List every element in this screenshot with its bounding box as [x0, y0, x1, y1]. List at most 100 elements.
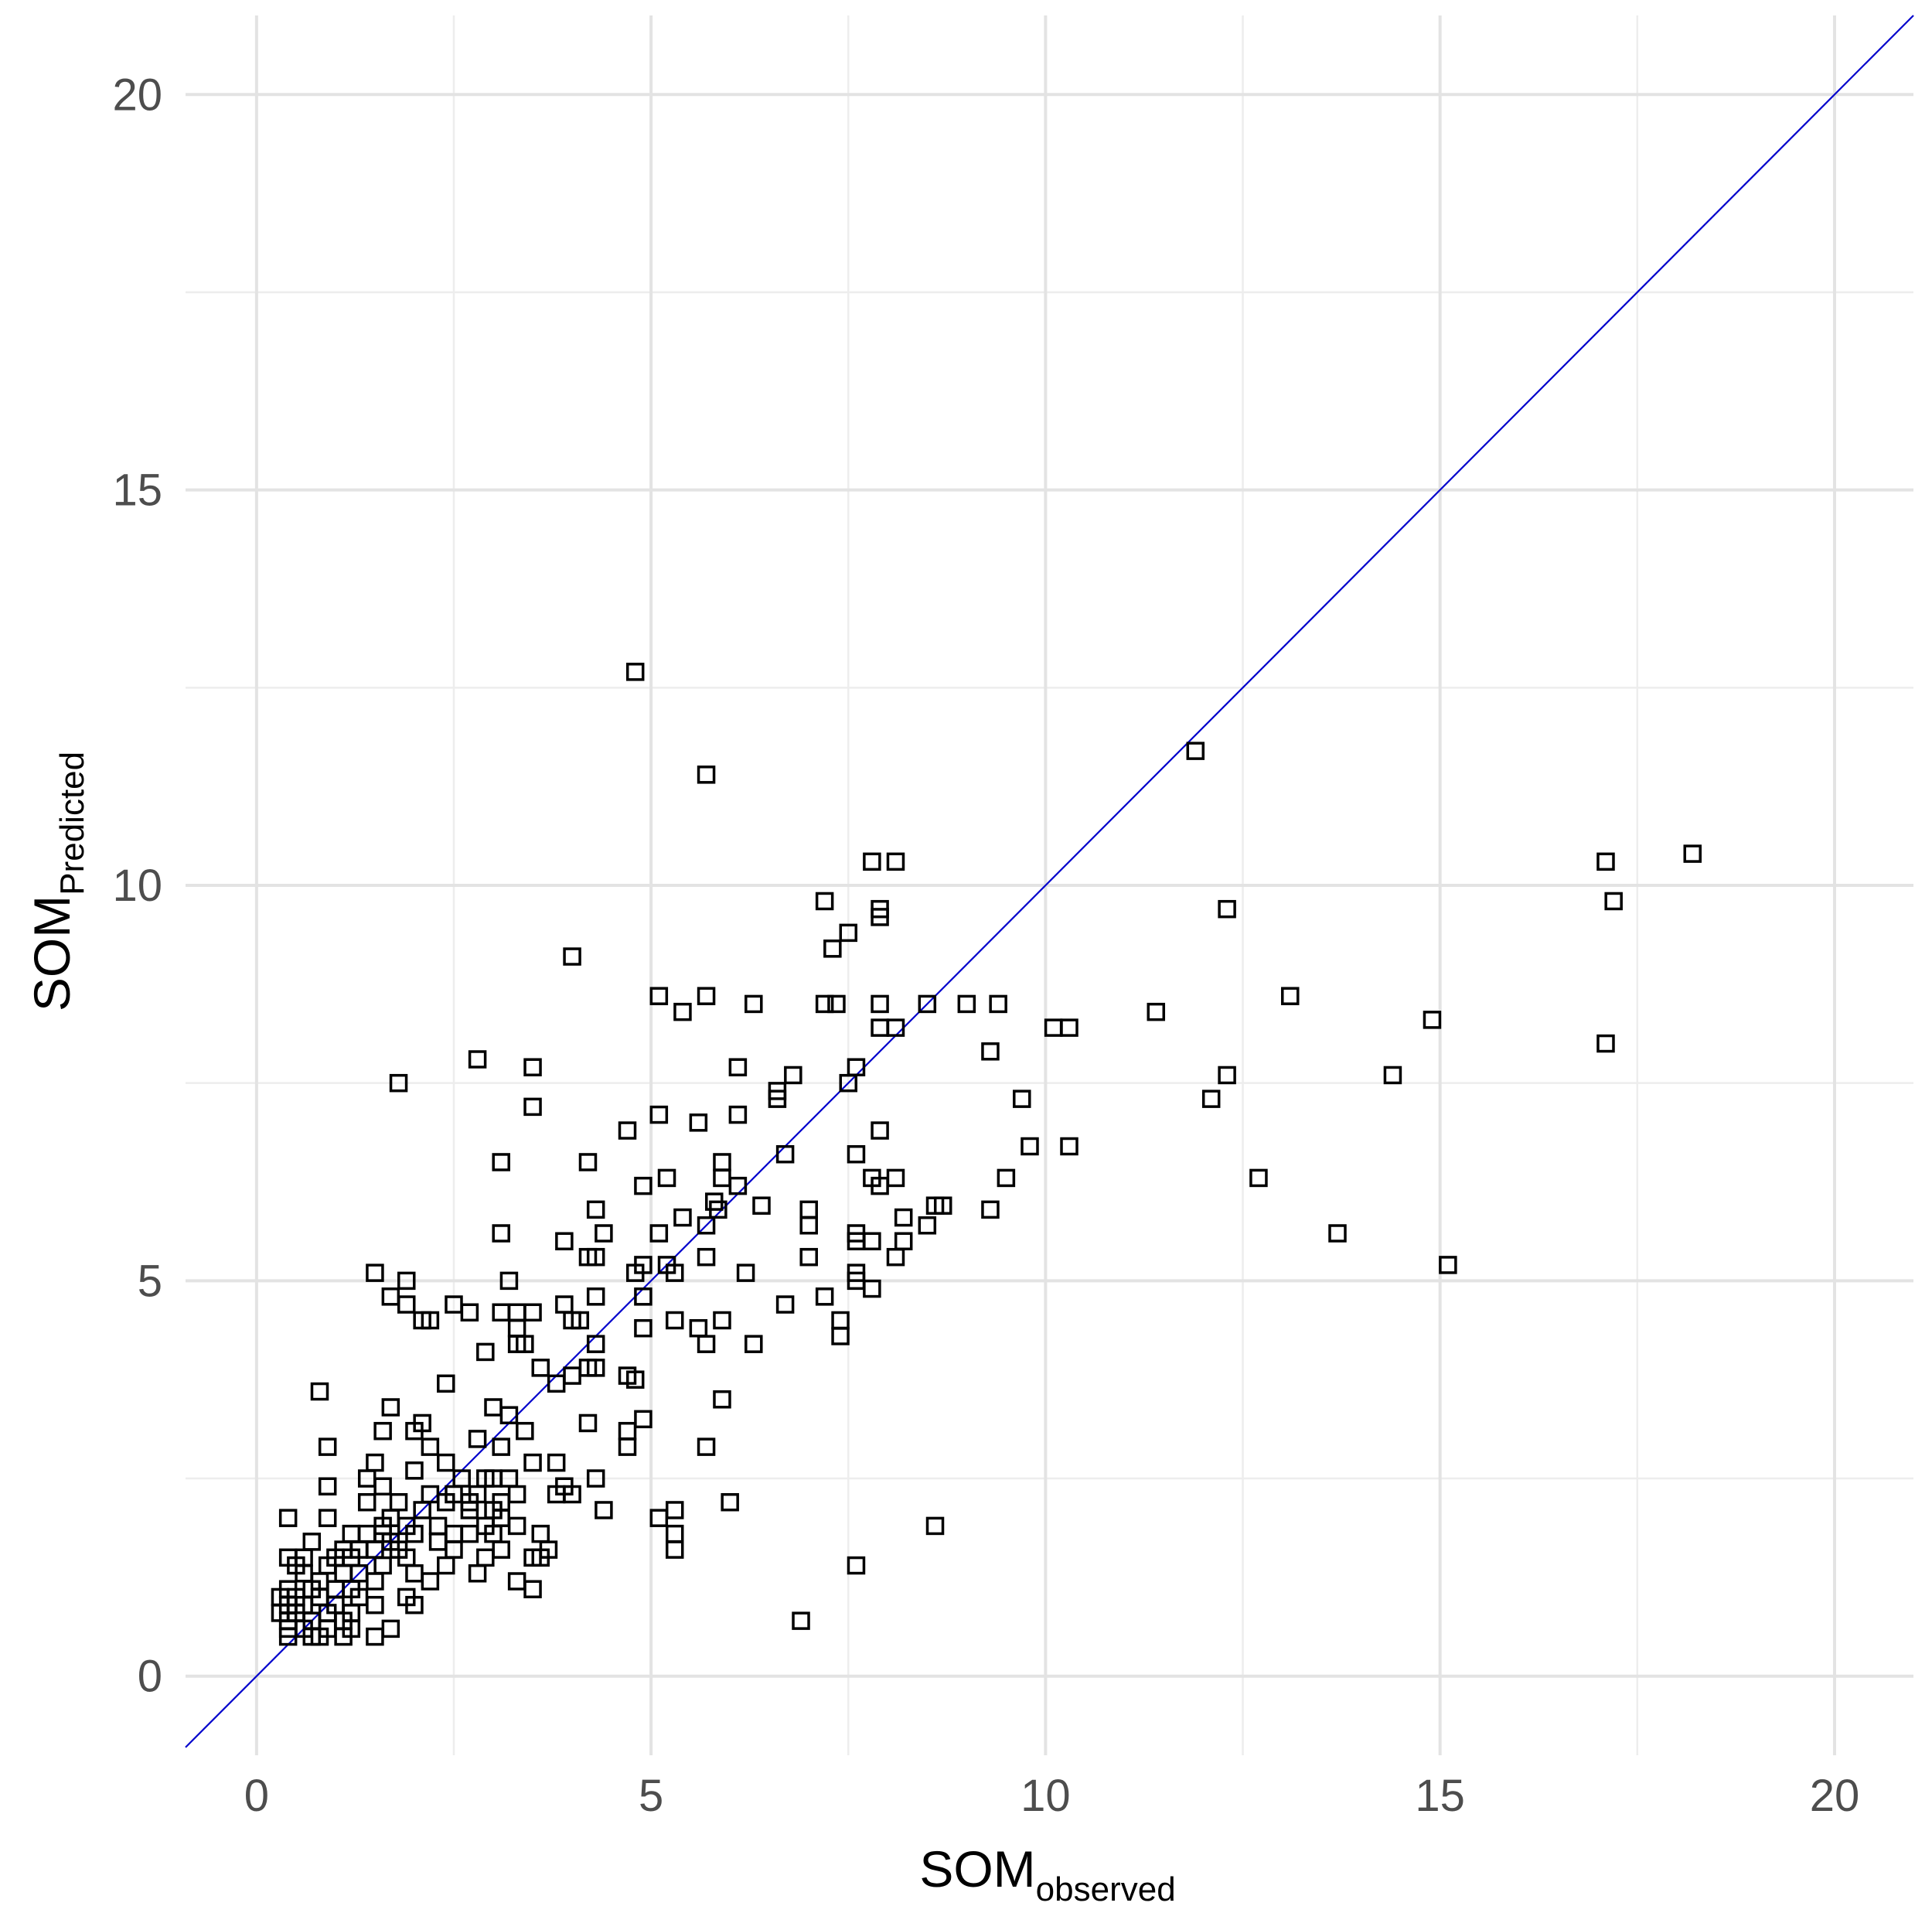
- data-point: [468, 1564, 487, 1583]
- data-point: [839, 923, 858, 943]
- data-point: [468, 1430, 487, 1448]
- data-point: [657, 1168, 676, 1188]
- data-point: [745, 994, 763, 1014]
- data-point: [373, 1556, 392, 1575]
- data-point: [547, 1374, 566, 1393]
- data-point: [578, 1153, 598, 1171]
- data-point: [1604, 892, 1623, 911]
- data-point: [997, 1168, 1016, 1188]
- data-point: [1328, 1224, 1347, 1243]
- data-point: [1060, 1137, 1078, 1156]
- data-point: [484, 1398, 503, 1417]
- data-point: [389, 1073, 408, 1093]
- data-point: [421, 1437, 440, 1456]
- data-point: [523, 1453, 542, 1472]
- y-axis-title-subscript: Predicted: [53, 752, 91, 895]
- data-point: [499, 1271, 519, 1291]
- data-point: [1249, 1168, 1268, 1188]
- data-point: [871, 994, 889, 1014]
- data-point: [507, 1485, 526, 1504]
- data-point: [278, 1509, 298, 1527]
- data-point: [586, 1469, 605, 1488]
- data-point: [815, 892, 834, 911]
- data-point: [871, 1018, 889, 1037]
- data-point: [634, 1410, 653, 1429]
- data-point: [697, 1335, 716, 1353]
- data-point: [618, 1421, 637, 1441]
- data-point: [421, 1311, 440, 1330]
- data-point: [933, 1196, 952, 1215]
- data-point: [799, 1247, 818, 1267]
- data-point: [1383, 1066, 1402, 1085]
- data-point: [697, 1247, 716, 1267]
- data-point: [713, 1311, 731, 1330]
- data-point: [665, 1501, 684, 1519]
- data-point: [492, 1540, 510, 1559]
- data-point: [665, 1540, 684, 1559]
- data-point: [421, 1485, 440, 1504]
- y-tick-label: 0: [138, 1652, 162, 1702]
- data-point: [492, 1224, 510, 1243]
- data-point: [886, 1018, 905, 1037]
- data-point: [523, 1097, 542, 1117]
- x-tick-label: 15: [1415, 1771, 1465, 1821]
- data-point: [586, 1359, 605, 1377]
- data-point: [507, 1572, 526, 1591]
- data-point: [823, 939, 842, 958]
- data-point: [799, 1216, 818, 1235]
- data-point: [555, 1295, 574, 1314]
- data-point: [492, 1153, 510, 1171]
- data-point: [1596, 1034, 1615, 1053]
- data-point: [689, 1318, 708, 1338]
- data-point: [831, 1327, 850, 1345]
- data-point: [745, 1335, 763, 1353]
- data-point: [634, 1287, 653, 1306]
- y-tick-label: 20: [112, 70, 162, 120]
- data-point: [665, 1263, 684, 1282]
- tick-labels: 0 5 10 15 20 0 5 10 15 20: [112, 70, 1859, 1821]
- data-point: [437, 1453, 455, 1472]
- data-point: [381, 1287, 400, 1306]
- identity-reference-line: [185, 15, 1914, 1748]
- data-point: [863, 1279, 881, 1298]
- data-point: [618, 1121, 637, 1140]
- data-point: [586, 1247, 605, 1267]
- data-point: [523, 1058, 542, 1076]
- data-point: [278, 1627, 298, 1646]
- data-point: [373, 1421, 392, 1441]
- data-point: [649, 1105, 669, 1124]
- data-point: [563, 1366, 581, 1385]
- data-point: [460, 1501, 479, 1519]
- data-point: [460, 1524, 479, 1543]
- data-point: [634, 1318, 653, 1338]
- data-point: [1218, 1066, 1236, 1085]
- data-point: [665, 1524, 684, 1543]
- x-axis-title-main: SOM: [919, 1840, 1035, 1898]
- data-point: [713, 1153, 731, 1171]
- data-point: [1013, 1089, 1031, 1108]
- data-point: [713, 1168, 731, 1188]
- data-point: [981, 1042, 1000, 1061]
- data-point: [476, 1548, 495, 1567]
- data-point: [775, 1144, 795, 1164]
- data-point: [366, 1572, 384, 1591]
- data-point: [918, 994, 937, 1014]
- data-point: [302, 1533, 322, 1551]
- data-point: [381, 1619, 400, 1638]
- data-points: [271, 663, 1702, 1646]
- data-point: [784, 1066, 802, 1085]
- data-point: [310, 1627, 329, 1646]
- data-point: [649, 987, 669, 1005]
- data-point: [886, 1247, 905, 1267]
- data-point: [516, 1335, 534, 1353]
- data-point: [713, 1390, 731, 1409]
- data-point: [507, 1318, 526, 1338]
- data-point: [697, 987, 716, 1005]
- data-point: [428, 1516, 448, 1536]
- data-point: [357, 1492, 377, 1512]
- y-axis-title-main: SOM: [23, 895, 80, 1011]
- data-point: [689, 1113, 708, 1132]
- y-axis-title: SOMPredicted: [23, 752, 91, 1011]
- data-point: [357, 1524, 377, 1543]
- data-point: [421, 1572, 440, 1591]
